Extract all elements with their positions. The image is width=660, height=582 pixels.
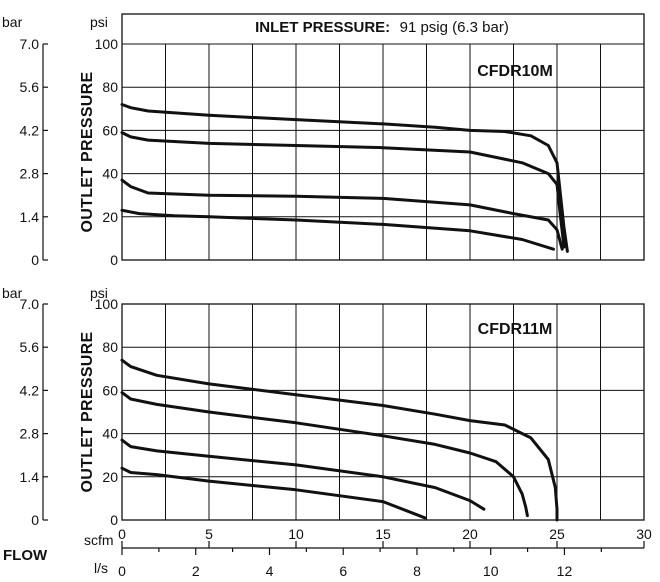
flow-axis-title: FLOW <box>3 547 48 564</box>
ls-unit: l/s <box>94 560 108 576</box>
pressure-curve-3 <box>120 178 564 251</box>
pressure-curve-1 <box>120 358 559 522</box>
psi-tick-label: 20 <box>102 209 118 225</box>
ls-tick-label: 10 <box>483 563 499 579</box>
psi-tick-label: 60 <box>102 122 118 138</box>
scfm-tick-label: 10 <box>288 526 304 542</box>
bottom-chart-model: CFDR11M <box>478 321 553 338</box>
ls-tick-label: 8 <box>413 563 421 579</box>
plot-frame <box>121 13 645 261</box>
scfm-tick-label: 25 <box>549 526 565 542</box>
psi-tick-label: 0 <box>110 512 118 528</box>
top-chart: 0 0 1.4 20 2.8 40 4.2 60 5.6 80 7.0 100 <box>20 13 645 268</box>
bar-tick-label: 2.8 <box>20 166 40 182</box>
bar-tick-label: 7.0 <box>20 296 40 312</box>
psi-tick-label: 40 <box>102 166 118 182</box>
pressure-curve-4 <box>120 466 427 520</box>
pressure-curve-4 <box>120 208 555 251</box>
pressure-curve-2 <box>120 391 529 518</box>
psi-tick-label: 0 <box>110 252 118 268</box>
inlet-pressure-label: INLET PRESSURE: <box>255 19 390 36</box>
top-psi-unit: psi <box>90 14 108 30</box>
bottom-chart: 0 0 1.4 20 2.8 40 4.2 60 5.6 80 7.0 100 <box>20 296 645 528</box>
psi-tick-label: 40 <box>102 426 118 442</box>
pressure-curve-3 <box>120 438 486 511</box>
bottom-chart-ylabel: OUTLET PRESSURE <box>79 331 96 492</box>
top-bar-unit: bar <box>2 14 23 30</box>
psi-tick-label: 80 <box>102 79 118 95</box>
plot-frame <box>121 303 645 521</box>
bar-tick-label: 0 <box>31 252 39 268</box>
psi-tick-label: 20 <box>102 469 118 485</box>
scfm-tick-label: 30 <box>636 526 652 542</box>
bar-tick-label: 4.2 <box>20 122 40 138</box>
bottom-psi-unit: psi <box>90 285 108 301</box>
scfm-tick-label: 15 <box>375 526 391 542</box>
psi-tick-label: 60 <box>102 382 118 398</box>
bar-tick-label: 1.4 <box>20 469 40 485</box>
bar-tick-label: 1.4 <box>20 209 40 225</box>
ls-tick-label: 0 <box>118 563 126 579</box>
scfm-tick-label: 20 <box>462 526 478 542</box>
inlet-pressure-banner: INLET PRESSURE: 91 psig (6.3 bar) <box>255 19 509 36</box>
top-chart-model: CFDR10M <box>477 63 553 80</box>
inlet-pressure-value: 91 psig (6.3 bar) <box>400 19 509 36</box>
bar-tick-label: 0 <box>31 512 39 528</box>
ls-tick-label: 2 <box>192 563 200 579</box>
bar-tick-label: 2.8 <box>20 426 40 442</box>
ls-tick-label: 4 <box>266 563 274 579</box>
ls-tick-label: 6 <box>339 563 347 579</box>
flow-axis: 0 5 10 15 20 25 30 0 2 4 6 8 10 12 <box>118 526 652 579</box>
bar-tick-label: 5.6 <box>20 79 40 95</box>
bar-tick-label: 5.6 <box>20 339 40 355</box>
psi-tick-label: 100 <box>95 36 119 52</box>
bar-tick-label: 7.0 <box>20 36 40 52</box>
bar-tick-label: 4.2 <box>20 382 40 398</box>
scfm-unit: scfm <box>84 532 114 548</box>
scfm-tick-label: 5 <box>205 526 213 542</box>
pressure-curve-2 <box>120 131 566 249</box>
psi-tick-label: 80 <box>102 339 118 355</box>
scfm-tick-label: 0 <box>118 526 126 542</box>
psi-tick-label: 100 <box>95 296 119 312</box>
top-chart-ylabel: OUTLET PRESSURE <box>79 71 96 232</box>
bottom-bar-unit: bar <box>2 285 23 301</box>
ls-tick-label: 12 <box>557 563 573 579</box>
pressure-curve-1 <box>120 103 569 253</box>
